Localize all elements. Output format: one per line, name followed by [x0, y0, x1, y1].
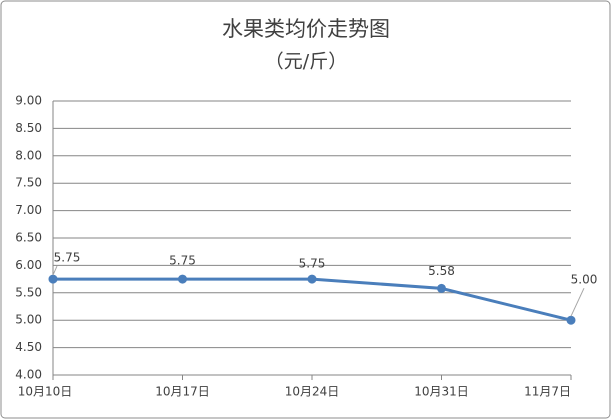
x-tick-label: 10月17日	[155, 385, 210, 399]
data-label: 5.58	[428, 264, 455, 278]
y-tick-label: 5.00	[15, 313, 42, 327]
point	[566, 315, 576, 325]
y-tick-label: 5.50	[15, 285, 42, 299]
y-tick-label: 4.00	[15, 368, 42, 382]
data-label: 5.75	[169, 254, 196, 268]
y-tick-label: 9.00	[15, 94, 42, 108]
chart-subtitle: （元/斤）	[265, 51, 347, 73]
y-tick-label: 8.00	[15, 148, 42, 162]
point	[178, 274, 187, 284]
data-label: 5.75	[54, 251, 81, 265]
y-tick-label: 7.00	[15, 203, 42, 217]
point	[437, 283, 446, 293]
y-tick-label: 6.50	[15, 231, 42, 245]
y-tick-label: 7.50	[15, 176, 42, 190]
point	[307, 274, 317, 284]
chart-title: 水果类均价走势图	[222, 17, 390, 41]
data-label: 5.75	[299, 257, 326, 271]
y-tick-label: 6.00	[15, 258, 42, 272]
data-label: 5.00	[571, 273, 598, 287]
x-tick-label: 10月24日	[285, 385, 340, 399]
leader-line	[570, 287, 585, 317]
y-tick-label: 8.50	[15, 121, 42, 135]
point	[48, 274, 58, 284]
leader-line	[52, 265, 58, 276]
x-tick-label: 11月7日	[524, 385, 571, 399]
x-tick-label: 10月10日	[18, 385, 73, 399]
x-tick-label: 10月31日	[414, 385, 469, 399]
y-tick-label: 4.50	[15, 340, 42, 354]
